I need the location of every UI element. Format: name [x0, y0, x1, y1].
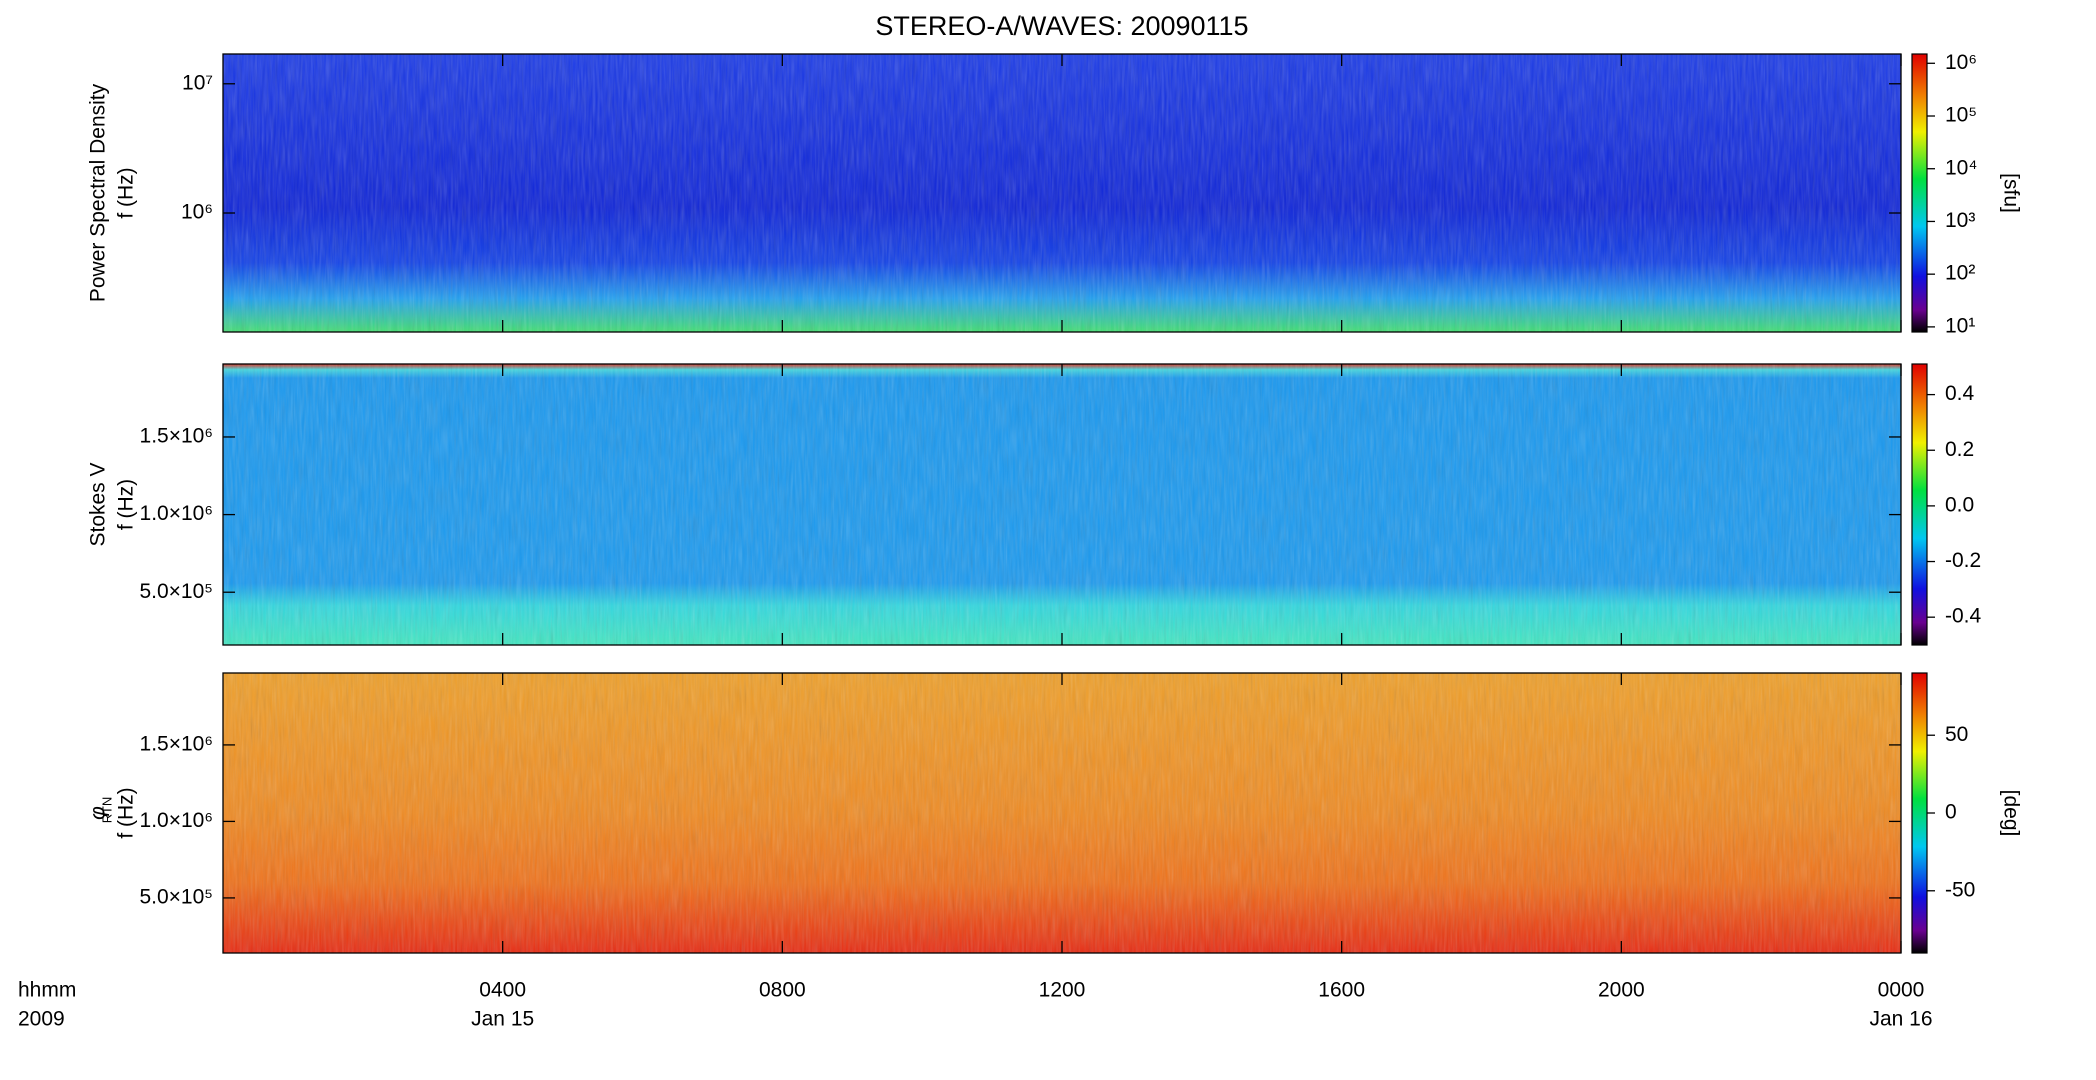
colorbar-tick-label: 10³	[1945, 209, 1975, 232]
x-tick-label: 1600	[1318, 979, 1365, 1002]
colorbar-tick-label: 0	[1945, 801, 1957, 824]
colorbar-tick-label: 10⁵	[1945, 104, 1977, 127]
y-tick-label: 10⁷	[182, 71, 213, 94]
colorbar-tick-label: 10¹	[1945, 314, 1975, 337]
colorbar-tick-label: 50	[1945, 723, 1968, 746]
colorbar	[1911, 672, 1928, 954]
x-tick-label: 2000	[1598, 979, 1645, 1002]
spectrogram-texture	[223, 364, 1901, 645]
colorbar-tick-label: 10⁴	[1945, 156, 1977, 179]
spectrogram-texture	[223, 54, 1901, 332]
y-tick-label: 1.5×10⁶	[140, 425, 213, 448]
y-tick-label: 1.0×10⁶	[140, 502, 213, 525]
colorbar-tick-label: -0.2	[1945, 549, 1981, 572]
colorbar-tick-label: -0.4	[1945, 605, 1982, 628]
corner-label: hhmm	[18, 979, 76, 1002]
date-label: Jan 15	[471, 1008, 534, 1031]
colorbar-tick-label: 0.0	[1945, 493, 1974, 516]
colorbar-tick-label: 10²	[1945, 262, 1975, 285]
x-tick-label: 0000	[1878, 979, 1925, 1002]
colorbar-tick-label: -50	[1945, 878, 1975, 901]
y-axis-label: f (Hz)	[115, 787, 138, 838]
y-axis-label: f (Hz)	[115, 479, 138, 530]
chart-title: STEREO-A/WAVES: 20090115	[875, 11, 1248, 41]
x-tick-label: 0400	[479, 979, 526, 1002]
corner-label: 2009	[18, 1008, 65, 1031]
colorbar-tick-label: 0.2	[1945, 438, 1974, 461]
colorbar-tick-label: 10⁶	[1945, 51, 1977, 74]
y-axis-label: f (Hz)	[115, 167, 138, 218]
y-tick-label: 10⁶	[181, 201, 213, 224]
y-tick-label: 1.5×10⁶	[140, 732, 213, 755]
colorbar	[1911, 53, 1928, 333]
y-tick-label: 5.0×10⁵	[139, 885, 213, 908]
quantity-label: Power Spectral Density	[87, 83, 110, 302]
quantity-label: Stokes V	[87, 462, 110, 546]
colorbar-label: [deg]	[1999, 790, 2022, 837]
colorbar-tick-label: 0.4	[1945, 382, 1975, 405]
quantity-subscript: RTN	[99, 797, 114, 823]
y-tick-label: 5.0×10⁵	[139, 580, 213, 603]
x-tick-label: 1200	[1039, 979, 1086, 1002]
y-tick-label: 1.0×10⁶	[140, 809, 213, 832]
colorbar-label: [sfu]	[1999, 173, 2022, 213]
x-tick-label: 0800	[759, 979, 806, 1002]
colorbar	[1911, 363, 1928, 646]
quantity-label: φ	[87, 806, 110, 820]
date-label: Jan 16	[1869, 1008, 1932, 1031]
spectrogram-texture	[223, 673, 1901, 953]
